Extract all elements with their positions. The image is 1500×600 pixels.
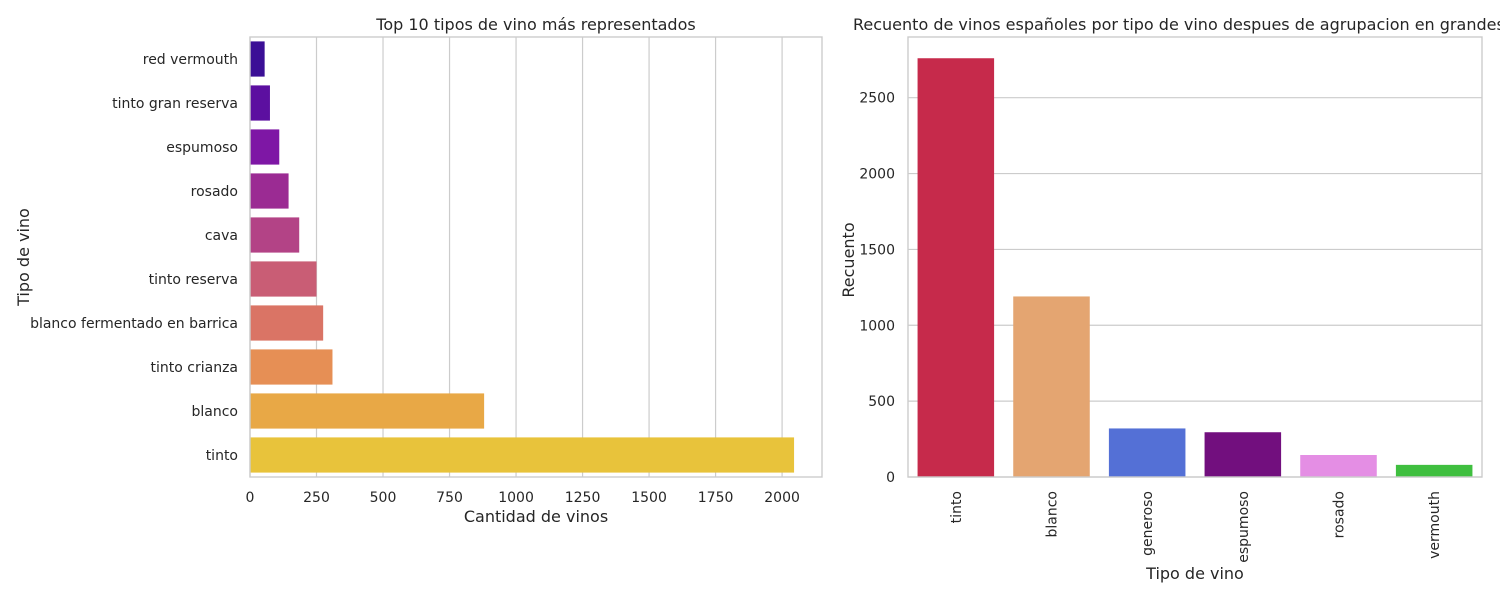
right-category-label: espumoso — [1236, 491, 1252, 563]
left-plot-frame — [249, 36, 823, 478]
left-x-tick-label: 750 — [436, 490, 463, 506]
left-category-label: blanco — [192, 404, 239, 420]
right-plot-frame — [907, 36, 1483, 478]
left-category-label: rosado — [191, 184, 238, 200]
right-y-tick-label: 1000 — [859, 318, 895, 334]
left-bar — [250, 305, 324, 341]
left-bar — [250, 173, 289, 209]
right-bar — [1013, 296, 1090, 477]
left-bar — [250, 349, 333, 385]
left-bar — [250, 41, 265, 77]
right-bar — [1204, 432, 1282, 477]
left-category-label: espumoso — [166, 140, 238, 156]
right-chart-title: Recuento de vinos españoles por tipo de … — [853, 15, 1500, 34]
left-x-tick-label: 250 — [303, 490, 330, 506]
right-bar — [1395, 464, 1473, 477]
right-category-label: vermouth — [1427, 491, 1443, 559]
left-category-label: tinto reserva — [149, 272, 238, 288]
left-bar — [250, 85, 270, 121]
right-y-axis-label: Recuento — [839, 222, 858, 297]
left-x-tick-label: 1250 — [565, 490, 601, 506]
right-bar — [1108, 428, 1186, 477]
left-y-axis-label: Tipo de vino — [14, 208, 33, 307]
left-bar — [250, 261, 317, 297]
left-x-axis-label: Cantidad de vinos — [464, 507, 608, 526]
left-chart: Top 10 tipos de vino más representados 0… — [14, 15, 823, 526]
right-y-tick-label: 1500 — [859, 242, 895, 258]
left-bar — [250, 129, 280, 165]
right-x-axis-label: Tipo de vino — [1145, 564, 1244, 583]
right-bar — [917, 58, 995, 477]
right-y-tick-label: 500 — [868, 394, 895, 410]
left-x-tick-label: 2000 — [764, 490, 800, 506]
left-x-tick-label: 1750 — [698, 490, 734, 506]
left-category-label: tinto gran reserva — [112, 96, 238, 112]
left-chart-title: Top 10 tipos de vino más representados — [375, 15, 695, 34]
right-y-tick-label: 0 — [886, 470, 895, 486]
right-category-label: tinto — [949, 491, 965, 523]
left-category-label: blanco fermentado en barrica — [30, 316, 238, 332]
left-x-tick-label: 500 — [370, 490, 397, 506]
right-chart: Recuento de vinos españoles por tipo de … — [839, 15, 1500, 583]
right-category-label: blanco — [1045, 491, 1061, 538]
right-category-label: generoso — [1140, 491, 1156, 556]
left-x-tick-label: 0 — [246, 490, 255, 506]
left-bar — [250, 437, 795, 473]
right-y-tick-label: 2000 — [859, 167, 895, 183]
left-x-tick-label: 1500 — [631, 490, 667, 506]
left-category-label: red vermouth — [143, 52, 238, 68]
right-bar — [1300, 455, 1377, 477]
left-bar — [250, 393, 485, 429]
right-y-tick-label: 2500 — [859, 91, 895, 107]
left-category-label: tinto crianza — [151, 360, 238, 376]
left-bar — [250, 217, 300, 253]
right-category-label: rosado — [1332, 491, 1348, 538]
left-category-label: cava — [205, 228, 238, 244]
left-category-label: tinto — [206, 448, 238, 464]
left-x-tick-label: 1000 — [498, 490, 534, 506]
